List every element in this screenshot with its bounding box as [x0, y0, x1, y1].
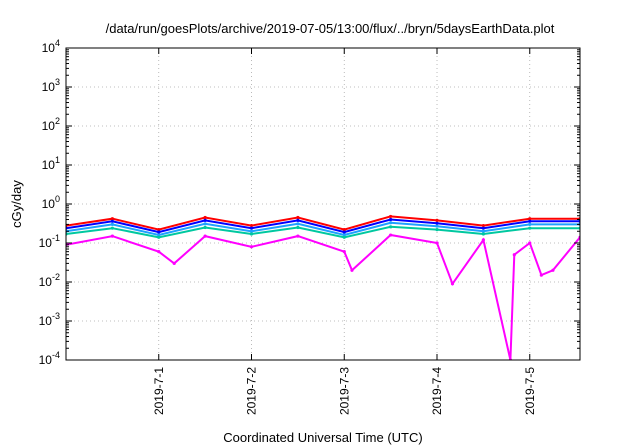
data-point — [342, 250, 346, 254]
data-point — [203, 218, 207, 222]
data-point — [157, 228, 161, 232]
data-point — [203, 234, 207, 238]
data-point — [110, 219, 114, 223]
y-axis-label: cGy/day — [9, 180, 24, 228]
data-point — [389, 214, 393, 219]
data-point — [249, 245, 254, 249]
data-point — [172, 261, 176, 265]
x-axis-label: Coordinated Universal Time (UTC) — [223, 430, 422, 445]
data-point — [551, 268, 555, 272]
data-point — [296, 215, 300, 220]
data-point — [389, 233, 393, 237]
data-point — [296, 218, 300, 222]
data-point — [296, 225, 300, 230]
data-point — [539, 273, 543, 277]
data-point — [389, 225, 393, 229]
data-point — [296, 222, 300, 226]
data-point — [157, 235, 161, 239]
data-point — [110, 234, 114, 238]
x-tick-label: 2019-7-5 — [523, 367, 537, 415]
data-point — [389, 217, 393, 222]
data-point — [157, 250, 161, 254]
series-line-3 — [66, 221, 580, 237]
data-point — [249, 226, 254, 230]
series-layer — [66, 214, 580, 360]
data-point — [528, 222, 532, 226]
series-line-2 — [66, 218, 580, 234]
data-point — [157, 230, 161, 234]
data-point — [110, 226, 114, 230]
y-tick-label: 102 — [42, 116, 60, 133]
data-point — [249, 223, 254, 228]
data-point — [203, 222, 207, 226]
data-point — [435, 224, 439, 228]
x-axis: 2019-7-1 2019-7-2 2019-7-3 2019-7-4 2019-7-5 — [152, 48, 537, 415]
data-point — [342, 233, 346, 237]
data-point — [512, 253, 516, 257]
data-point — [435, 228, 439, 232]
data-point — [481, 232, 485, 236]
data-point — [249, 229, 254, 233]
y-axis: 10-4 10-3 10-2 10-1 100 101 102 103 104 — [39, 38, 580, 367]
data-point — [203, 215, 207, 220]
y-tick-label: 10-1 — [39, 233, 60, 250]
series-line-1 — [66, 215, 580, 231]
series-line-4 — [66, 225, 580, 239]
data-point — [435, 241, 439, 245]
chart-title: /data/run/goesPlots/archive/2019-07-05/1… — [106, 21, 555, 36]
y-tick-label: 104 — [42, 38, 60, 55]
grid — [66, 48, 580, 360]
data-point — [528, 217, 532, 221]
data-point — [110, 222, 114, 226]
x-tick-label: 2019-7-3 — [337, 367, 351, 415]
y-tick-label: 10-3 — [39, 311, 60, 328]
data-point — [296, 234, 300, 238]
data-point — [450, 282, 455, 286]
x-tick-label: 2019-7-2 — [245, 367, 259, 415]
data-point — [342, 230, 346, 234]
data-point — [342, 228, 346, 232]
x-tick-label: 2019-7-1 — [152, 367, 166, 415]
data-point — [110, 217, 114, 221]
y-tick-label: 10-4 — [39, 350, 60, 367]
data-point — [203, 225, 207, 230]
data-point — [528, 226, 532, 230]
data-point — [350, 268, 354, 272]
data-point — [481, 229, 485, 233]
data-point — [249, 232, 254, 236]
data-point — [157, 233, 161, 237]
data-point — [435, 218, 439, 222]
data-point — [481, 238, 485, 242]
data-point — [528, 219, 532, 223]
data-point — [342, 235, 346, 239]
y-tick-label: 100 — [42, 194, 60, 211]
x-tick-label: 2019-7-4 — [430, 367, 444, 415]
data-point — [528, 241, 532, 245]
data-point — [481, 223, 485, 228]
y-tick-label: 10-2 — [39, 272, 60, 289]
data-point — [435, 221, 439, 225]
y-tick-label: 101 — [42, 155, 60, 172]
data-point — [389, 221, 393, 225]
data-point — [481, 226, 485, 230]
y-tick-label: 103 — [42, 77, 60, 94]
